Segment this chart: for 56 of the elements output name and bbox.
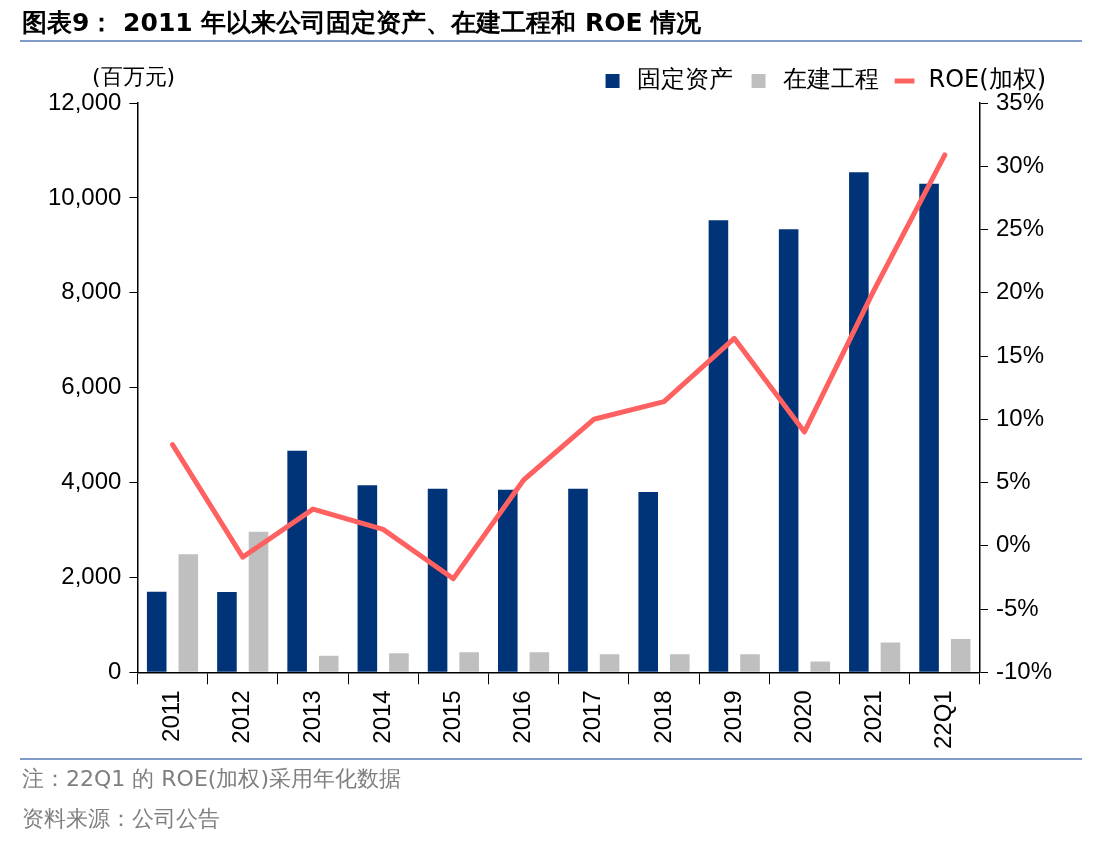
y-tick-label: 2,000: [61, 562, 122, 590]
x-tick-label: 2017: [578, 690, 606, 744]
y2-tick-label: 15%: [995, 340, 1045, 368]
x-tick-label: 2015: [437, 690, 465, 744]
bar: [497, 489, 518, 672]
bar: [146, 591, 167, 672]
y-tick-label: 6,000: [61, 372, 122, 400]
y2-tick-label: -5%: [995, 593, 1039, 621]
y-tick-label: 0: [108, 656, 122, 684]
x-tick-label: 22Q1: [929, 690, 957, 750]
bar: [248, 531, 269, 672]
text: 注：22Q1 的 ROE(加权)采用年化数据: [22, 765, 401, 793]
bar: [950, 639, 971, 672]
bar: [357, 485, 378, 672]
bar: [670, 654, 690, 672]
y-tick-label: 10,000: [48, 182, 122, 210]
y2-tick-label: 0%: [995, 530, 1031, 558]
y2-tick-label: -10%: [995, 656, 1052, 684]
bar: [880, 642, 901, 672]
bar: [740, 654, 760, 672]
y2-tick-label: 20%: [995, 277, 1045, 305]
x-tick-label: 2019: [718, 690, 746, 744]
bar: [568, 488, 588, 672]
bar: [778, 229, 799, 672]
x-tick-label: 2021: [859, 690, 887, 744]
bar: [217, 592, 237, 672]
legend-label: 在建工程: [782, 65, 879, 94]
x-tick-label: 2011: [157, 690, 185, 742]
x-tick-label: 2014: [367, 690, 395, 744]
x-tick-label: 2013: [297, 690, 325, 744]
bar: [638, 492, 659, 672]
y2-tick-label: 5%: [995, 467, 1031, 495]
bar: [459, 652, 479, 672]
y2-tick-label: 10%: [995, 403, 1045, 431]
x-tick-label: 2016: [508, 690, 536, 744]
legend-label: 固定资产: [636, 65, 733, 94]
bar: [318, 655, 339, 672]
x-tick-label: 2020: [789, 690, 817, 744]
bar: [178, 554, 199, 672]
bar: [529, 652, 550, 672]
x-tick-label: 2018: [648, 690, 676, 744]
bar: [810, 661, 831, 672]
y-tick-label: 8,000: [61, 277, 122, 305]
bar: [599, 654, 620, 672]
text: 资料来源：公司公告: [22, 805, 220, 833]
bar: [287, 450, 307, 672]
y2-tick-label: 25%: [995, 214, 1045, 242]
bar: [427, 488, 448, 672]
bar: [708, 220, 729, 672]
y2-tick-label: 30%: [995, 150, 1045, 178]
bar: [919, 183, 939, 672]
chart-title: 图表9： 2011 年以来公司固定资产、在建工程和 ROE 情况: [22, 7, 702, 39]
bar: [389, 653, 409, 672]
bar: [849, 172, 869, 672]
y-tick-label: 4,000: [61, 467, 122, 495]
x-tick-label: 2012: [227, 690, 255, 744]
